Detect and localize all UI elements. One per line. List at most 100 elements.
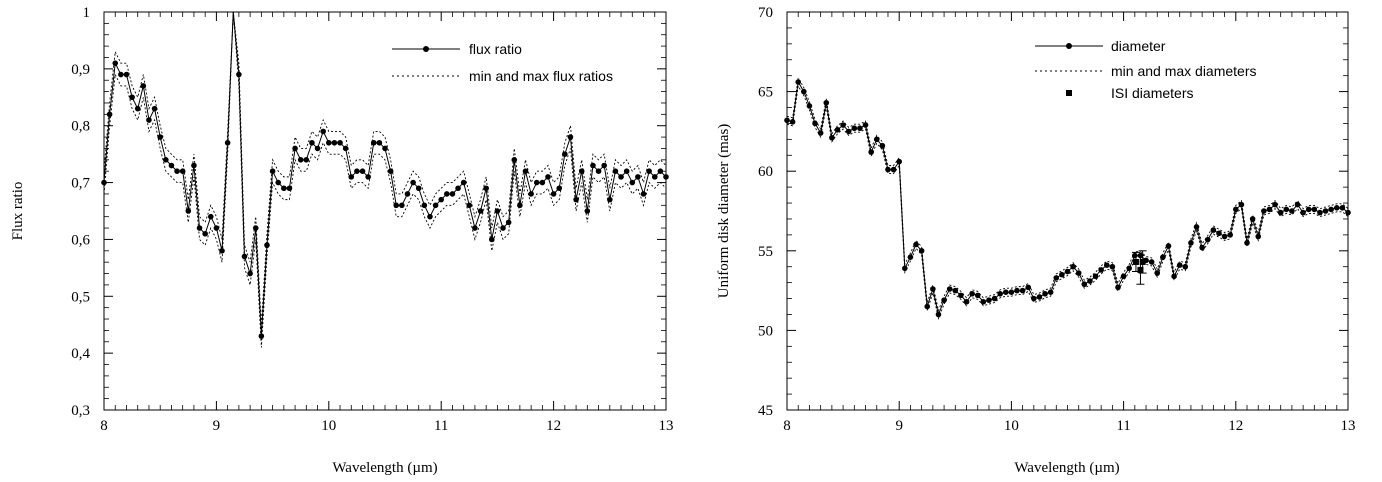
data-point [567,134,574,140]
data-point [1042,290,1048,297]
data-point [885,166,891,173]
data-point [1249,216,1256,222]
min-max-band [103,11,667,348]
data-point [1204,236,1211,243]
data-point [269,168,276,174]
y-tick-label: 50 [758,323,773,339]
data-point [174,168,180,174]
data-point [168,162,175,169]
data-point [946,286,953,292]
data-point [1109,263,1116,270]
data-point [421,202,428,209]
axis-ticks [786,11,1349,411]
y-tick-label: 45 [758,403,773,419]
legend-entry-min-max: min and max flux ratios [469,68,613,84]
data-point [1120,273,1127,280]
data-point [275,179,282,186]
data-point [1244,240,1250,246]
tick-labels: 8 9 10 11 12 13 45 50 55 60 65 70 [758,5,1356,434]
data-point [1311,206,1318,213]
data-point [935,311,942,318]
data-point [387,168,394,174]
y-tick-label: 0,9 [71,62,90,78]
x-tick-label: 8 [100,418,108,434]
data-point [191,162,197,169]
data-point [359,168,366,174]
data-point [1221,233,1228,240]
data-point [264,242,270,248]
data-point [427,213,433,220]
data-point [123,71,130,78]
isi-diameter-point [1132,258,1139,265]
legend-entry-min-max: min and max diameters [1111,63,1257,79]
legend-marker [1066,43,1072,49]
y-tick-label: 65 [758,85,773,101]
data-point [1339,205,1346,211]
data-point [1272,201,1278,208]
isi-diameter-point [1137,266,1144,273]
data-point [438,196,445,203]
data-point [314,145,321,152]
series-points [101,60,669,339]
min-line [786,84,1349,321]
data-point [1148,259,1155,265]
x-tick-label: 9 [213,418,221,434]
data-point [331,139,338,146]
flux-ratio-chart: 8 9 10 11 12 13 0,3 0,4 0,5 0,6 0,7 0,8 0,9 1 Wavelen… [10,5,674,476]
y-tick-label: 0,4 [71,346,90,362]
data-point [1047,289,1054,295]
data-point [601,162,607,169]
data-point [651,174,658,180]
data-point [997,290,1003,297]
data-point [618,174,624,180]
axis-ticks [103,11,667,411]
data-point [140,83,147,89]
data-point [795,79,802,85]
tick-labels: 8 9 10 11 12 13 0,3 0,4 0,5 0,6 0,7 0,8 0,9 1 [71,5,673,434]
data-point [873,136,880,143]
data-point [505,219,512,226]
y-tick-label: 70 [758,5,773,21]
legend-marker [423,46,429,52]
data-point [1008,289,1015,295]
series-line [786,80,1349,317]
data-point [1025,284,1032,291]
data-point [528,191,534,197]
data-point [607,196,613,203]
data-point [185,208,192,214]
data-point [1098,267,1104,273]
x-tick-label: 12 [546,418,561,434]
data-point [573,196,579,203]
data-point [1283,206,1290,213]
legend-square-marker [1066,90,1072,96]
y-tick-label: 0,6 [71,232,90,248]
data-point [213,225,220,231]
data-point [663,174,669,180]
data-point [365,174,371,180]
data-point [207,213,214,220]
data-point [370,139,377,146]
data-point [1322,208,1329,214]
data-point [241,253,248,260]
series-polyline [786,80,1349,317]
data-point [297,157,304,163]
data-point [1227,232,1233,238]
data-point [1081,281,1088,288]
y-tick-label: 0,5 [71,289,90,305]
data-point [309,139,315,146]
isi-points [1131,250,1147,285]
data-point [657,168,664,174]
data-point [1036,294,1043,300]
data-point [1031,295,1037,302]
data-point [303,157,310,163]
data-point [629,179,636,186]
data-point [986,297,992,303]
data-point [1193,224,1200,230]
data-point [460,179,467,186]
data-point [404,191,411,197]
data-point [399,202,405,209]
data-point [511,157,518,163]
y-tick-label: 55 [758,244,773,260]
legend-entry-diameter: diameter [1111,38,1166,54]
data-point [1070,263,1076,270]
